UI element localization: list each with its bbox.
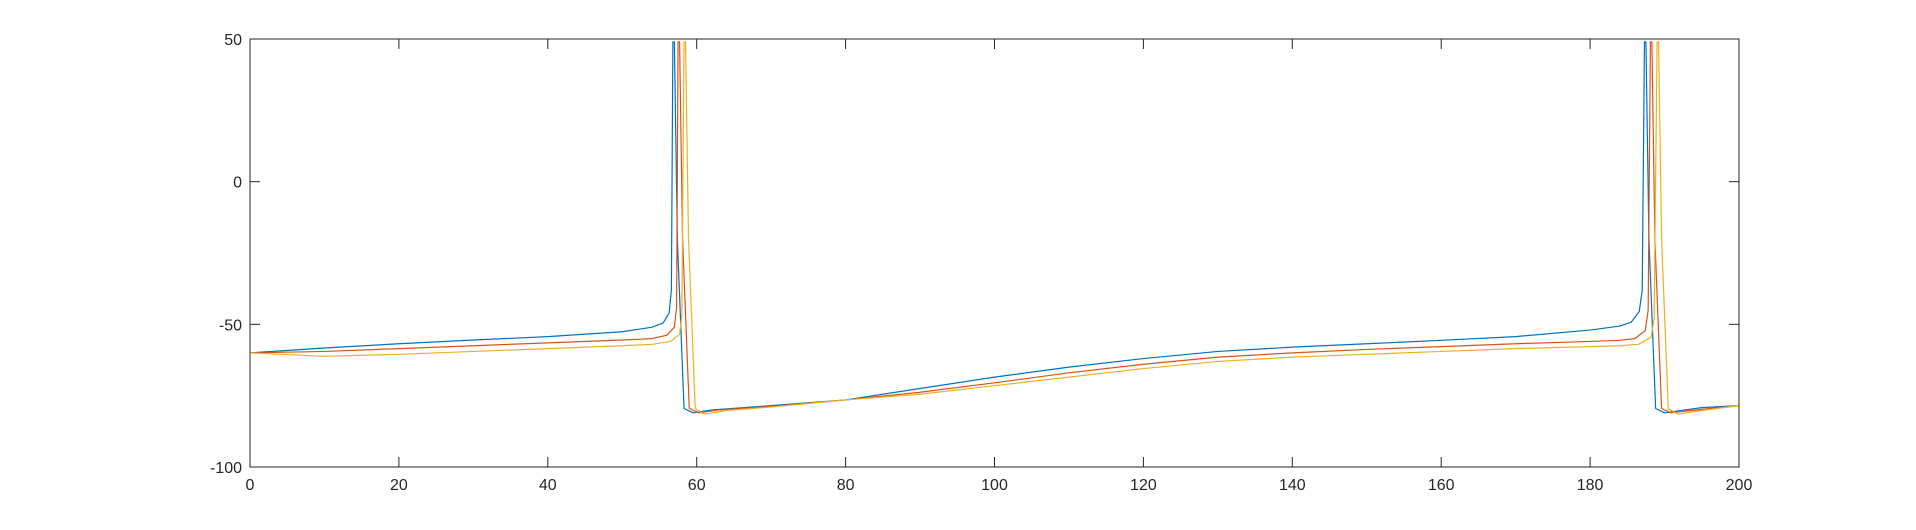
y-tick-label: 50 [224, 32, 242, 49]
x-tick-label: 20 [390, 477, 408, 494]
x-tick-label: 180 [1577, 477, 1604, 494]
x-tick-label: 160 [1428, 477, 1455, 494]
x-tick-label: 100 [981, 477, 1008, 494]
series-line-3 [250, 41, 1739, 415]
x-tick-label: 200 [1726, 477, 1753, 494]
y-tick-label: -50 [219, 317, 242, 334]
x-tick-label: 0 [246, 477, 255, 494]
y-tick-label: -100 [210, 460, 242, 477]
tick-layer: 0 20 40 60 80 100 120 140 160 180 200 -100 -50 0 50 [210, 32, 1752, 494]
x-tick-label: 80 [837, 477, 855, 494]
series-layer [250, 41, 1739, 415]
y-tick-label: 0 [233, 175, 242, 192]
x-tick-label: 40 [539, 477, 557, 494]
x-tick-label: 140 [1279, 477, 1306, 494]
series-line-1 [250, 41, 1739, 414]
x-tick-label: 60 [688, 477, 706, 494]
axes-box [249, 38, 1740, 468]
x-tick-label: 120 [1130, 477, 1157, 494]
series-line-2 [250, 41, 1739, 414]
axes-background [250, 39, 1739, 467]
